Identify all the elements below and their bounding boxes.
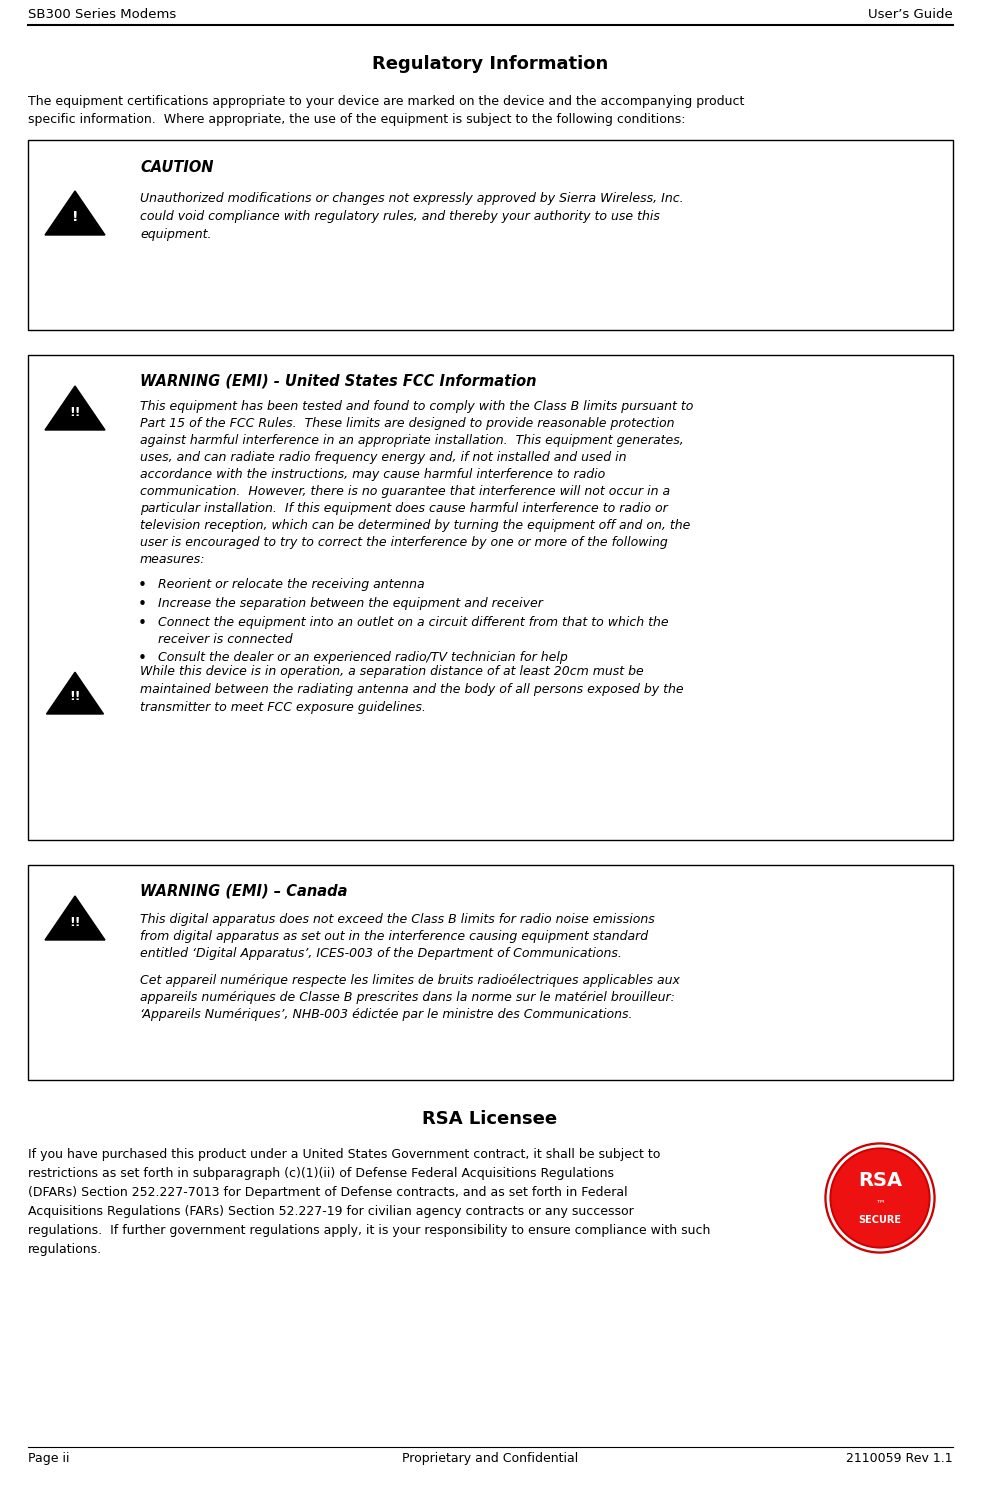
Polygon shape: [46, 672, 104, 714]
Text: Consult the dealer or an experienced radio/TV technician for help: Consult the dealer or an experienced rad…: [158, 651, 568, 665]
Text: Acquisitions Regulations (FARs) Section 52.227-19 for civilian agency contracts : Acquisitions Regulations (FARs) Section …: [28, 1205, 634, 1219]
Text: from digital apparatus as set out in the interference causing equipment standard: from digital apparatus as set out in the…: [140, 930, 648, 943]
Polygon shape: [45, 897, 105, 940]
Text: •: •: [138, 578, 147, 593]
Text: equipment.: equipment.: [140, 228, 212, 241]
Text: If you have purchased this product under a United States Government contract, it: If you have purchased this product under…: [28, 1148, 660, 1162]
Text: SB300 Series Modems: SB300 Series Modems: [28, 7, 177, 21]
Text: While this device is in operation, a separation distance of at least 20cm must b: While this device is in operation, a sep…: [140, 665, 684, 714]
Text: !!: !!: [70, 690, 80, 704]
Text: Page ii: Page ii: [28, 1452, 70, 1466]
Text: SECURE: SECURE: [858, 1216, 902, 1225]
Text: ™: ™: [875, 1198, 885, 1208]
Text: appareils numériques de Classe B prescrites dans la norme sur le matériel brouil: appareils numériques de Classe B prescri…: [140, 991, 675, 1004]
Text: WARNING (EMI) - United States FCC Information: WARNING (EMI) - United States FCC Inform…: [140, 373, 537, 388]
Text: RSA: RSA: [858, 1171, 903, 1190]
Text: could void compliance with regulatory rules, and thereby your authority to use t: could void compliance with regulatory ru…: [140, 210, 660, 223]
Text: measures:: measures:: [140, 552, 205, 566]
Circle shape: [832, 1150, 928, 1246]
Text: Unauthorized modifications or changes not expressly approved by Sierra Wireless,: Unauthorized modifications or changes no…: [140, 192, 684, 205]
Text: entitled ‘Digital Apparatus’, ICES-003 of the Department of Communications.: entitled ‘Digital Apparatus’, ICES-003 o…: [140, 948, 622, 960]
Text: •: •: [138, 615, 147, 632]
Text: •: •: [138, 597, 147, 612]
Text: 2110059 Rev 1.1: 2110059 Rev 1.1: [847, 1452, 953, 1466]
Text: WARNING (EMI) – Canada: WARNING (EMI) – Canada: [140, 883, 347, 898]
FancyBboxPatch shape: [28, 141, 953, 329]
Text: Connect the equipment into an outlet on a circuit different from that to which t: Connect the equipment into an outlet on …: [158, 615, 669, 629]
Text: communication.  However, there is no guarantee that interference will not occur : communication. However, there is no guar…: [140, 485, 670, 499]
Text: uses, and can radiate radio frequency energy and, if not installed and used in: uses, and can radiate radio frequency en…: [140, 451, 627, 464]
Text: Reorient or relocate the receiving antenna: Reorient or relocate the receiving anten…: [158, 578, 425, 591]
Text: user is encouraged to try to correct the interference by one or more of the foll: user is encouraged to try to correct the…: [140, 536, 668, 549]
Polygon shape: [45, 386, 105, 430]
Text: (DFARs) Section 252.227-7013 for Department of Defense contracts, and as set for: (DFARs) Section 252.227-7013 for Departm…: [28, 1186, 628, 1199]
Text: Regulatory Information: Regulatory Information: [372, 55, 608, 73]
Text: Part 15 of the FCC Rules.  These limits are designed to provide reasonable prote: Part 15 of the FCC Rules. These limits a…: [140, 418, 675, 430]
Circle shape: [825, 1144, 935, 1253]
Text: Proprietary and Confidential: Proprietary and Confidential: [402, 1452, 578, 1466]
Text: !: !: [72, 210, 78, 225]
FancyBboxPatch shape: [28, 355, 953, 840]
FancyBboxPatch shape: [28, 865, 953, 1079]
Text: accordance with the instructions, may cause harmful interference to radio: accordance with the instructions, may ca…: [140, 469, 605, 481]
Text: regulations.  If further government regulations apply, it is your responsibility: regulations. If further government regul…: [28, 1225, 710, 1237]
Text: !!: !!: [70, 406, 80, 419]
Text: ‘Appareils Numériques’, NHB-003 édictée par le ministre des Communications.: ‘Appareils Numériques’, NHB-003 édictée …: [140, 1007, 633, 1021]
Text: This equipment has been tested and found to comply with the Class B limits pursu: This equipment has been tested and found…: [140, 400, 694, 413]
Text: Increase the separation between the equipment and receiver: Increase the separation between the equi…: [158, 597, 542, 609]
Text: CAUTION: CAUTION: [140, 160, 214, 175]
Text: specific information.  Where appropriate, the use of the equipment is subject to: specific information. Where appropriate,…: [28, 112, 686, 126]
Text: !!: !!: [70, 916, 80, 928]
Text: This digital apparatus does not exceed the Class B limits for radio noise emissi: This digital apparatus does not exceed t…: [140, 913, 654, 927]
Text: restrictions as set forth in subparagraph (c)(1)(ii) of Defense Federal Acquisit: restrictions as set forth in subparagrap…: [28, 1168, 614, 1180]
Text: regulations.: regulations.: [28, 1243, 102, 1256]
Text: particular installation.  If this equipment does cause harmful interference to r: particular installation. If this equipme…: [140, 501, 668, 515]
Polygon shape: [45, 192, 105, 235]
Text: •: •: [138, 651, 147, 666]
Text: television reception, which can be determined by turning the equipment off and o: television reception, which can be deter…: [140, 519, 691, 531]
Text: User’s Guide: User’s Guide: [868, 7, 953, 21]
Text: RSA Licensee: RSA Licensee: [423, 1109, 557, 1129]
Text: receiver is connected: receiver is connected: [158, 633, 292, 647]
Text: Cet appareil numérique respecte les limites de bruits radioélectriques applicabl: Cet appareil numérique respecte les limi…: [140, 975, 680, 987]
Text: against harmful interference in an appropriate installation.  This equipment gen: against harmful interference in an appro…: [140, 434, 684, 448]
Text: The equipment certifications appropriate to your device are marked on the device: The equipment certifications appropriate…: [28, 94, 745, 108]
